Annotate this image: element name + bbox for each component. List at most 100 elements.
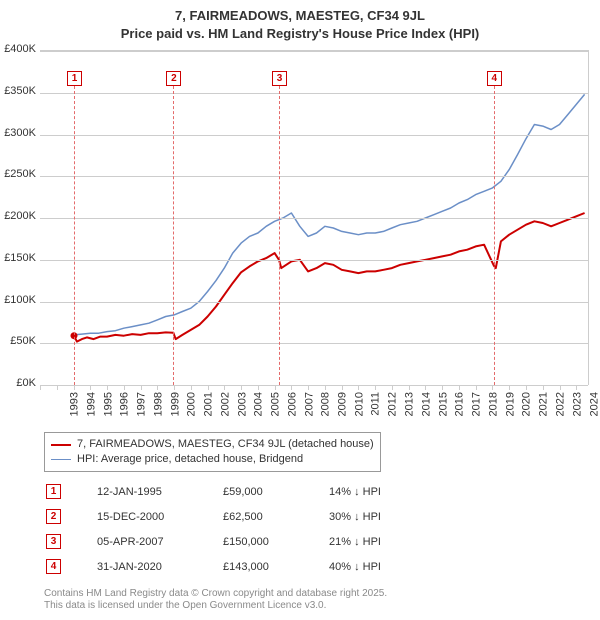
x-axis-tick — [358, 385, 359, 390]
y-axis-label: £50K — [0, 335, 36, 347]
legend-swatch — [51, 444, 71, 446]
x-axis-label: 2023 — [571, 392, 583, 416]
x-axis-tick — [425, 385, 426, 390]
x-axis-tick — [191, 385, 192, 390]
x-axis-label: 2008 — [320, 392, 332, 416]
grid-line-horizontal — [40, 260, 588, 261]
grid-line-horizontal — [40, 218, 588, 219]
y-axis-label: £200K — [0, 210, 36, 222]
x-axis-label: 2003 — [236, 392, 248, 416]
x-axis-label: 2020 — [521, 392, 533, 416]
event-date: 05-APR-2007 — [97, 530, 221, 553]
legend-box: 7, FAIRMEADOWS, MAESTEG, CF34 9JL (detac… — [44, 432, 381, 472]
grid-line-horizontal — [40, 302, 588, 303]
legend-row: 7, FAIRMEADOWS, MAESTEG, CF34 9JL (detac… — [51, 437, 374, 452]
x-axis-tick — [459, 385, 460, 390]
event-diff: 40% ↓ HPI — [329, 555, 395, 578]
x-axis-label: 2006 — [286, 392, 298, 416]
y-axis-label: £100K — [0, 294, 36, 306]
event-price: £143,000 — [223, 555, 327, 578]
event-diff: 30% ↓ HPI — [329, 505, 395, 528]
x-axis-tick — [90, 385, 91, 390]
event-marker-line — [74, 86, 75, 385]
x-axis-tick — [291, 385, 292, 390]
x-axis-label: 2015 — [437, 392, 449, 416]
grid-line-horizontal — [40, 176, 588, 177]
x-axis-label: 2004 — [253, 392, 265, 416]
x-axis-label: 2011 — [369, 392, 381, 416]
legend-swatch — [51, 459, 71, 460]
y-axis-label: £0K — [0, 377, 36, 389]
event-marker-badge: 3 — [272, 71, 287, 86]
x-axis-tick — [576, 385, 577, 390]
x-axis-label: 1998 — [152, 392, 164, 416]
event-row-badge: 3 — [46, 534, 61, 549]
figure-container: 7, FAIRMEADOWS, MAESTEG, CF34 9JL Price … — [0, 0, 600, 620]
event-diff: 14% ↓ HPI — [329, 480, 395, 503]
event-date: 12-JAN-1995 — [97, 480, 221, 503]
x-axis-tick — [258, 385, 259, 390]
footer-line-2: This data is licensed under the Open Gov… — [44, 600, 387, 612]
x-axis-label: 2022 — [554, 392, 566, 416]
event-row-badge: 1 — [46, 484, 61, 499]
x-axis-tick — [392, 385, 393, 390]
events-table: 1 12-JAN-1995£59,00014% ↓ HPI215-DEC-2000… — [44, 478, 397, 580]
x-axis-label: 2021 — [538, 392, 550, 416]
x-axis-label: 2017 — [471, 392, 483, 416]
y-axis-label: £300K — [0, 127, 36, 139]
x-axis-label: 1994 — [85, 392, 97, 416]
x-axis-label: 2018 — [487, 392, 499, 416]
event-row: 1 12-JAN-1995£59,00014% ↓ HPI — [46, 480, 395, 503]
event-diff: 21% ↓ HPI — [329, 530, 395, 553]
x-axis-label: 2024 — [588, 392, 600, 416]
x-axis-label: 1995 — [102, 392, 114, 416]
x-axis-tick — [124, 385, 125, 390]
x-axis-tick — [157, 385, 158, 390]
event-row: 4 31-JAN-2020£143,00040% ↓ HPI — [46, 555, 395, 578]
x-axis-tick — [560, 385, 561, 390]
grid-line-horizontal — [40, 51, 588, 52]
x-axis-label: 2012 — [387, 392, 399, 416]
footer-line-1: Contains HM Land Registry data © Crown c… — [44, 588, 387, 600]
x-axis-tick — [442, 385, 443, 390]
x-axis-tick — [375, 385, 376, 390]
x-axis-tick — [325, 385, 326, 390]
x-axis-label: 2013 — [404, 392, 416, 416]
event-date: 31-JAN-2020 — [97, 555, 221, 578]
x-axis-label: 1996 — [119, 392, 131, 416]
x-axis-tick — [308, 385, 309, 390]
y-axis-label: £350K — [0, 85, 36, 97]
title-line-2: Price paid vs. HM Land Registry's House … — [0, 26, 600, 41]
event-price: £59,000 — [223, 480, 327, 503]
event-row-badge: 2 — [46, 509, 61, 524]
event-row: 305-APR-2007£150,00021% ↓ HPI — [46, 530, 395, 553]
event-marker-badge: 2 — [166, 71, 181, 86]
event-row: 215-DEC-2000£62,50030% ↓ HPI — [46, 505, 395, 528]
x-axis-tick — [476, 385, 477, 390]
x-axis-label: 2010 — [353, 392, 365, 416]
x-axis-label: 2000 — [186, 392, 198, 416]
x-axis-tick — [57, 385, 58, 390]
grid-line-horizontal — [40, 93, 588, 94]
x-axis-tick — [224, 385, 225, 390]
event-row-badge: 4 — [46, 559, 61, 574]
x-axis-tick — [241, 385, 242, 390]
event-marker-line — [173, 86, 174, 385]
x-axis-tick — [275, 385, 276, 390]
x-axis-label: 2005 — [270, 392, 282, 416]
legend-row: HPI: Average price, detached house, Brid… — [51, 452, 374, 467]
x-axis-tick — [526, 385, 527, 390]
grid-line-horizontal — [40, 343, 588, 344]
x-axis-tick — [174, 385, 175, 390]
footer-attribution: Contains HM Land Registry data © Crown c… — [44, 588, 387, 612]
x-axis-label: 2016 — [454, 392, 466, 416]
y-axis-label: £400K — [0, 43, 36, 55]
y-axis-label: £250K — [0, 168, 36, 180]
x-axis-label: 2001 — [203, 392, 215, 416]
legend-label: 7, FAIRMEADOWS, MAESTEG, CF34 9JL (detac… — [77, 437, 374, 452]
x-axis-label: 1997 — [136, 392, 148, 416]
event-marker-line — [494, 86, 495, 385]
x-axis-tick — [342, 385, 343, 390]
series-hpi — [74, 94, 585, 335]
event-price: £62,500 — [223, 505, 327, 528]
